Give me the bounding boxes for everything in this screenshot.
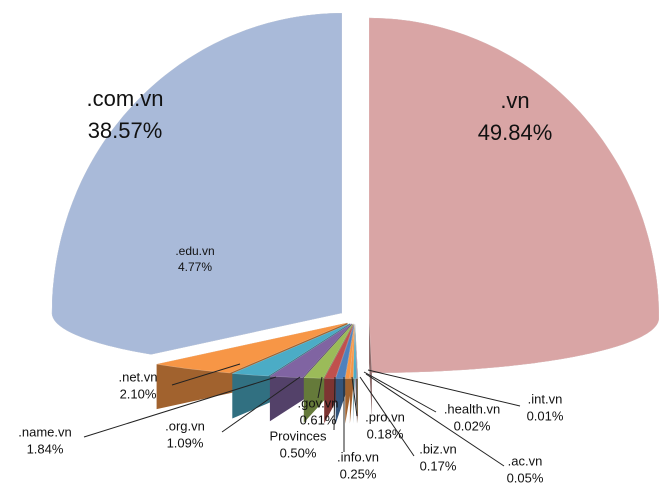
- wedge: [156, 322, 348, 374]
- value-label: 0.25%: [340, 466, 377, 481]
- wedge: [349, 323, 356, 379]
- value-label: 49.84%: [478, 120, 553, 145]
- slice-label: .gov.vn: [298, 395, 339, 410]
- leader-line: [83, 376, 277, 438]
- slice-label: .vn: [500, 88, 529, 113]
- slice-label: .health.vn: [444, 401, 500, 416]
- leader-line: [333, 376, 336, 431]
- value-label: 0.17%: [420, 458, 457, 473]
- wedge: [51, 12, 343, 355]
- value-label: 0.05%: [507, 470, 544, 485]
- slice-label: .int.vn: [528, 391, 563, 406]
- value-label: 0.61%: [300, 412, 337, 427]
- leader-line: [221, 376, 301, 433]
- value-label: 0.01%: [527, 408, 564, 423]
- slice-label: .org.vn: [165, 418, 205, 433]
- leader-line: [351, 376, 358, 417]
- value-label: 0.02%: [454, 418, 491, 433]
- value-label: 0.18%: [367, 426, 404, 441]
- slice-label: .name.vn: [18, 424, 71, 439]
- slice-label: .com.vn: [86, 86, 163, 111]
- wedge: [354, 323, 359, 379]
- wedge: [232, 323, 351, 377]
- wedge: [368, 17, 660, 374]
- slice-label: .info.vn: [337, 449, 379, 464]
- value-label: 0.50%: [280, 445, 317, 460]
- slice-label: .edu.vn: [175, 244, 214, 258]
- leader-line: [317, 376, 323, 399]
- value-label: 1.09%: [167, 435, 204, 450]
- leader-line: [363, 371, 437, 413]
- wedge: [323, 323, 355, 379]
- leader-line: [365, 373, 505, 467]
- slice-label: .biz.vn: [419, 441, 457, 456]
- value-label: 2.10%: [120, 386, 157, 401]
- value-label: 1.84%: [27, 441, 64, 456]
- wedge: [354, 323, 358, 379]
- value-label: 38.57%: [88, 118, 163, 143]
- slice-label: .ac.vn: [508, 453, 543, 468]
- wedge: [269, 323, 352, 378]
- value-label: 4.77%: [178, 260, 212, 274]
- wedge: [335, 323, 355, 379]
- leader-line: [171, 363, 241, 386]
- leader-line: [367, 369, 521, 407]
- wedge: [354, 323, 359, 379]
- leader-line: [359, 376, 415, 457]
- wedge: [303, 323, 354, 379]
- wedge: [344, 323, 355, 379]
- wedge: [353, 323, 357, 379]
- slice-label: .net.vn: [118, 369, 157, 384]
- slice-label: Provinces: [269, 428, 327, 443]
- slice-label: .pro.vn: [365, 409, 405, 424]
